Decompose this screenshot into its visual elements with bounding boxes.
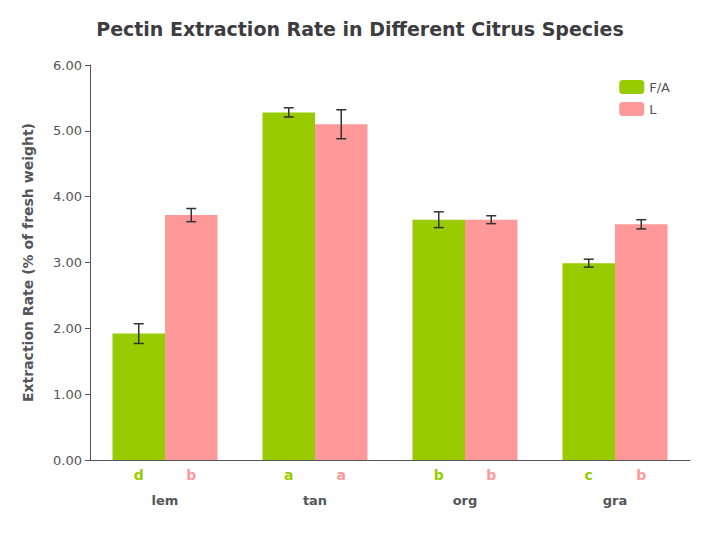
svg-text:lem: lem — [152, 493, 179, 508]
svg-text:b: b — [636, 467, 646, 483]
svg-text:a: a — [284, 467, 293, 483]
svg-text:a: a — [337, 467, 346, 483]
svg-text:3.00: 3.00 — [53, 255, 82, 270]
svg-text:d: d — [134, 467, 144, 483]
svg-text:b: b — [186, 467, 196, 483]
svg-text:Extraction Rate (% of fresh we: Extraction Rate (% of fresh weight) — [20, 123, 36, 402]
svg-text:5.00: 5.00 — [53, 123, 82, 138]
svg-text:0.00: 0.00 — [53, 453, 82, 468]
svg-text:4.00: 4.00 — [53, 189, 82, 204]
svg-text:tan: tan — [303, 493, 327, 508]
svg-text:org: org — [453, 493, 478, 508]
svg-text:gra: gra — [603, 493, 628, 508]
svg-text:L: L — [649, 102, 657, 117]
svg-text:b: b — [434, 467, 444, 483]
svg-text:c: c — [585, 467, 593, 483]
svg-text:b: b — [486, 467, 496, 483]
svg-text:Pectin Extraction Rate in Diff: Pectin Extraction Rate in Different Citr… — [96, 18, 624, 40]
svg-text:F/A: F/A — [649, 80, 670, 95]
svg-text:1.00: 1.00 — [53, 387, 82, 402]
svg-text:2.00: 2.00 — [53, 321, 82, 336]
svg-text:6.00: 6.00 — [53, 58, 82, 73]
